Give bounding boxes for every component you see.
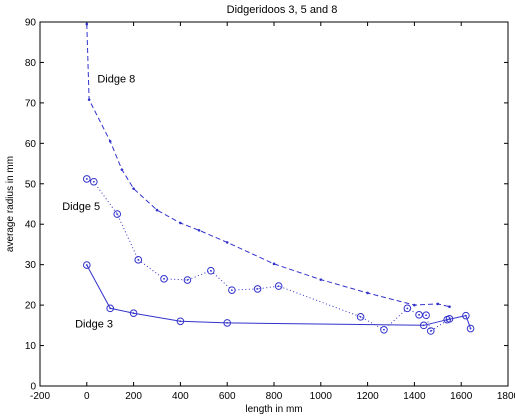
data-point-dot [179, 221, 182, 225]
y-tick-label: 10 [25, 341, 37, 352]
data-point-marker [403, 304, 412, 313]
y-tick-label: 20 [25, 301, 37, 312]
data-point-marker [419, 321, 428, 330]
data-point-dot [225, 241, 229, 244]
data-point-dot [436, 302, 440, 306]
y-tick-label: 70 [25, 98, 37, 109]
data-point-marker [253, 285, 262, 293]
data-point-marker [462, 311, 470, 320]
data-point-center [469, 327, 472, 330]
x-tick-label: 800 [266, 391, 283, 402]
x-tick-label: -200 [30, 391, 50, 402]
data-point-marker [426, 327, 435, 335]
y-axis-label: average radius in mm [5, 156, 16, 252]
data-point-marker [106, 304, 114, 313]
data-point-center [230, 289, 233, 292]
data-point-marker [183, 276, 192, 284]
series-annotation: Didge 3 [75, 318, 113, 330]
data-point-marker [466, 324, 475, 333]
data-point-dot [155, 208, 159, 212]
x-tick-label: 0 [84, 391, 90, 402]
y-tick-label: 60 [25, 139, 37, 150]
data-point-marker [443, 315, 451, 324]
annotation-layer: Didge 8 Didge 5 Didge 3 [62, 74, 135, 331]
x-tick-label: 1600 [450, 391, 473, 402]
data-point-center [109, 307, 112, 310]
data-point-marker [274, 282, 283, 290]
data-point-marker [134, 256, 143, 264]
data-point-marker [83, 261, 91, 269]
data-point-center [406, 307, 409, 310]
data-point-center [277, 285, 280, 288]
data-point-dot [366, 291, 369, 295]
x-axis-label: length in mm [245, 404, 302, 415]
data-point-marker [129, 309, 138, 318]
data-point-center [429, 330, 432, 332]
series-line-0 [86, 23, 450, 308]
data-point-center [359, 315, 362, 318]
x-tick-label: 200 [125, 391, 142, 402]
axis-ticks: -200020040060080010001200140016001800010… [25, 18, 515, 403]
data-point-center [226, 322, 229, 324]
data-point-dot [85, 22, 89, 26]
data-point-dot [108, 140, 112, 143]
x-tick-label: 400 [172, 391, 189, 402]
series-line-2 [86, 264, 472, 329]
data-point-center [425, 314, 427, 317]
data-point-center [85, 178, 88, 180]
data-point-center [209, 269, 212, 272]
data-point-marker [176, 317, 185, 326]
data-point-center [92, 180, 95, 183]
chart-title: Didgeridoos 3, 5 and 8 [227, 4, 338, 16]
data-point-center [446, 318, 449, 321]
data-point-center [464, 314, 467, 317]
data-point-center [116, 213, 119, 216]
data-point-marker [90, 177, 98, 186]
data-point-center [132, 312, 135, 315]
series-annotation: Didge 5 [62, 201, 100, 213]
data-point-marker [422, 311, 430, 320]
data-point-center [422, 324, 425, 327]
y-tick-label: 90 [25, 18, 37, 29]
y-tick-label: 30 [25, 260, 37, 271]
data-point-dot [132, 187, 135, 190]
data-point-dot [120, 168, 124, 171]
series-annotation: Didge 8 [97, 74, 135, 86]
y-tick-label: 0 [30, 382, 36, 393]
data-point-dot [448, 305, 451, 309]
y-tick-label: 80 [25, 58, 37, 69]
x-tick-label: 1000 [310, 391, 333, 402]
data-point-center [418, 313, 420, 316]
data-point-marker [113, 210, 122, 218]
data-point-center [85, 264, 88, 266]
data-point-dot [197, 228, 201, 232]
data-point-marker [356, 313, 365, 321]
data-point-center [383, 328, 385, 331]
data-point-center [256, 288, 259, 290]
y-tick-label: 50 [25, 179, 37, 190]
series-line-1 [86, 178, 450, 332]
y-tick-label: 40 [25, 220, 37, 231]
data-point-marker [223, 319, 231, 327]
data-point-dot [272, 262, 276, 266]
data-point-center [137, 258, 140, 261]
x-tick-label: 1200 [356, 391, 379, 402]
data-point-center [163, 277, 165, 280]
data-point-dot [319, 278, 323, 281]
data-point-marker [83, 175, 91, 183]
x-tick-label: 1400 [403, 391, 426, 402]
data-point-center [179, 320, 182, 323]
x-tick-label: 600 [219, 391, 236, 402]
data-point-marker [160, 275, 168, 283]
data-point-center [186, 279, 189, 281]
data-point-marker [380, 325, 388, 334]
series-layer [83, 22, 475, 335]
data-point-marker [228, 286, 236, 294]
data-point-marker [207, 266, 215, 275]
data-point-dot [413, 303, 416, 307]
data-point-dot [87, 98, 91, 101]
